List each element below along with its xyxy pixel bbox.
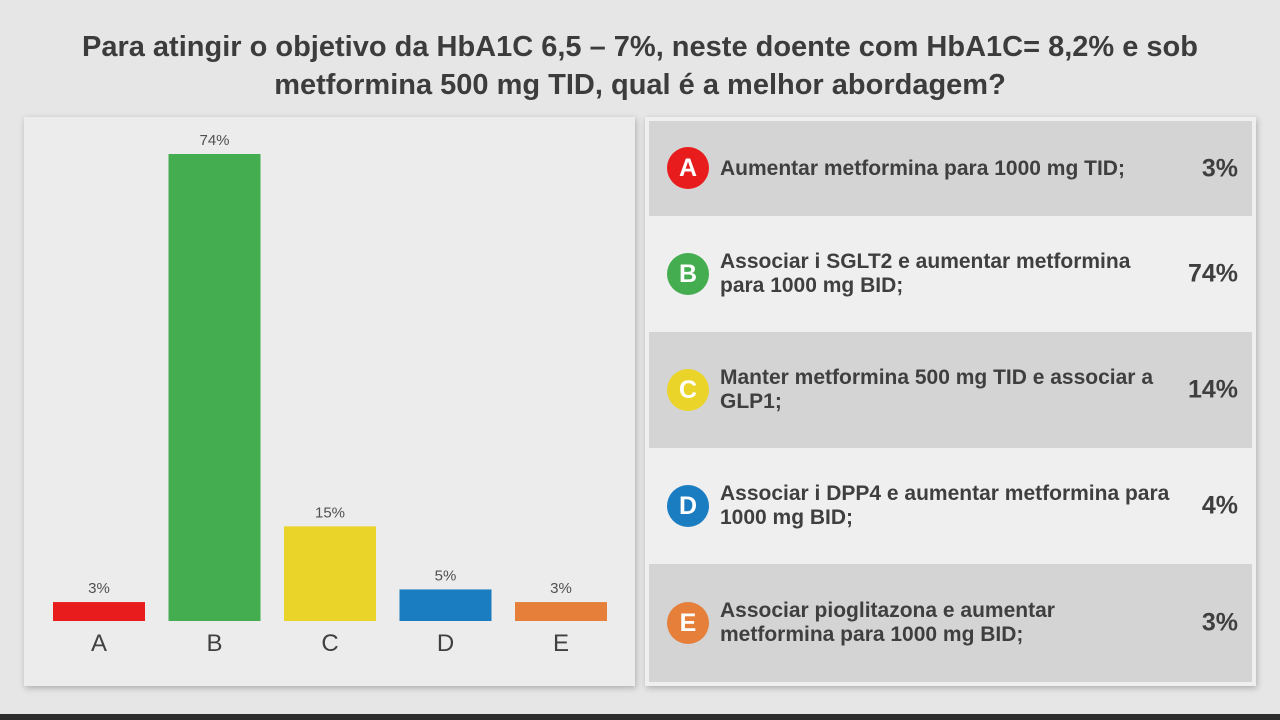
bar-value-label-a: 3% [88, 580, 110, 597]
option-e-percent: 3% [1201, 608, 1238, 637]
x-tick-label-d: D [437, 630, 454, 657]
option-d-percent: 4% [1201, 491, 1238, 520]
option-b-percent: 74% [1187, 259, 1238, 288]
answer-options-panel: A Aumentar metformina para 1000 mg TID; … [645, 117, 1256, 686]
option-b-badge: B [667, 253, 709, 295]
option-e-text: Associar pioglitazona e aumentar metform… [720, 599, 1055, 646]
option-d-text: Associar i DPP4 e aumentar metformina pa… [720, 482, 1170, 529]
bottom-border [0, 714, 1280, 720]
option-c-badge: C [667, 369, 709, 411]
option-d-badge: D [667, 485, 709, 527]
option-a-percent: 3% [1201, 154, 1238, 182]
bar-e [515, 602, 607, 621]
option-e: E Associar pioglitazona e aumentar metfo… [649, 564, 1252, 682]
option-c-text: Manter metformina 500 mg TID e associar … [720, 366, 1153, 413]
bar-value-label-d: 5% [435, 567, 457, 584]
option-b: B Associar i SGLT2 e aumentar metformina… [649, 216, 1252, 332]
option-b-text: Associar i SGLT2 e aumentar metformina p… [720, 250, 1131, 297]
x-tick-label-e: E [553, 630, 569, 657]
option-a-text: Aumentar metformina para 1000 mg TID; [720, 156, 1125, 180]
bar-value-label-c: 15% [315, 504, 345, 521]
bar-a [53, 602, 145, 621]
bar-value-label-e: 3% [550, 580, 572, 597]
option-d: D Associar i DPP4 e aumentar metformina … [649, 448, 1252, 564]
bar-c [284, 526, 376, 621]
bar-chart-svg: 3% A 74% B 15% C 5% D 3% E [53, 132, 607, 657]
bar-value-label-b: 74% [199, 132, 229, 149]
bar-d [399, 589, 492, 621]
results-bar-chart: 3% A 74% B 15% C 5% D 3% E [24, 117, 635, 686]
bar-b [168, 154, 261, 621]
question-title: Para atingir o objetivo da HbA1C 6,5 – 7… [81, 31, 1198, 101]
option-c: C Manter metformina 500 mg TID e associa… [649, 332, 1252, 448]
option-e-badge: E [667, 602, 709, 644]
option-a-badge: A [667, 147, 709, 189]
x-tick-label-a: A [91, 630, 107, 657]
option-a: A Aumentar metformina para 1000 mg TID; … [649, 121, 1252, 216]
option-c-percent: 14% [1187, 375, 1238, 404]
x-tick-label-c: C [321, 630, 338, 657]
x-tick-label-b: B [206, 630, 222, 657]
